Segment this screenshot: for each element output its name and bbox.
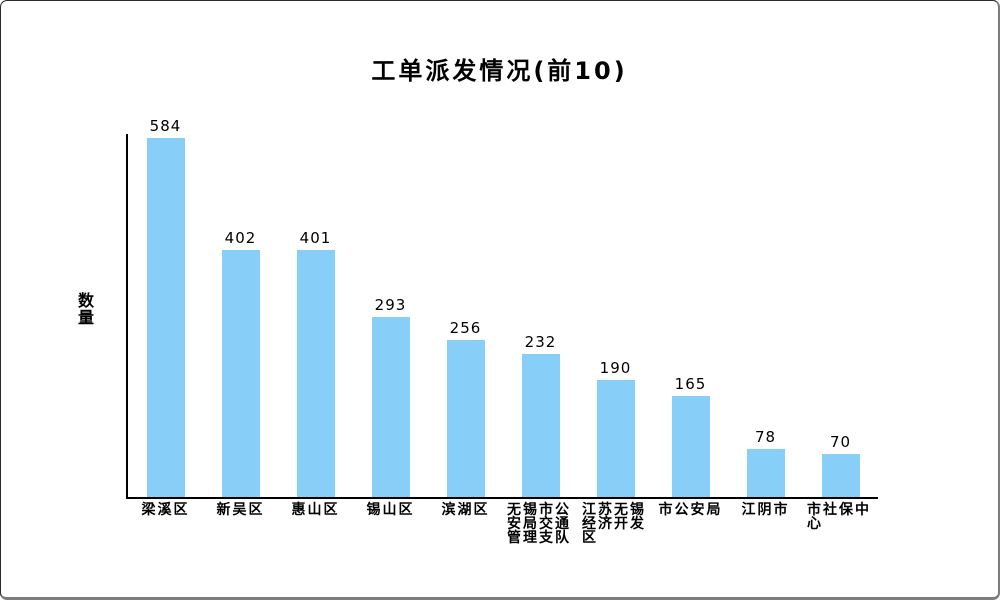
x-axis-label-text: 江苏无锡经济开发区 [582,502,646,546]
bar-group: 401 [278,229,353,497]
bar-value-label: 232 [524,333,557,351]
bar-value-label: 402 [224,229,257,247]
bar [746,449,785,497]
x-axis-label-text: 市社保中心 [807,502,871,532]
bar-group: 232 [503,333,578,497]
x-axis-label: 锡山区 [353,503,428,545]
x-axis-label: 惠山区 [278,503,353,545]
bar [521,354,560,497]
bar [146,138,185,497]
bar-value-label: 584 [149,117,182,135]
bar-group: 78 [728,428,803,497]
bar-value-label: 190 [599,359,632,377]
bar [221,250,260,497]
bar-value-label: 165 [674,375,707,393]
bar-value-label: 256 [449,319,482,337]
bar-value-label: 401 [299,229,332,247]
bar [671,396,710,497]
bar [296,250,335,497]
bar [371,317,410,497]
x-axis-label-text: 市公安局 [658,502,723,518]
bar-group: 70 [803,433,878,497]
x-axis-label-text: 梁溪区 [141,502,190,518]
bars: 584 402 401 293 256 232 190 165 78 70 [128,117,878,497]
bar-group: 402 [203,229,278,497]
x-axis-label-text: 无锡市公安局交通管理支队 [507,502,571,546]
x-axis-label-text: 江阴市 [741,502,790,518]
bar-value-label: 70 [829,433,852,451]
x-axis-label-text: 滨湖区 [441,502,490,518]
bar-group: 293 [353,296,428,497]
x-axis-labels: 梁溪区 新吴区 惠山区 锡山区 滨湖区 无锡市公安局交通管理支队 江苏无锡经济开发区 市公安局… [128,503,878,545]
x-axis-label: 江阴市 [728,503,803,545]
bar-group: 165 [653,375,728,497]
x-axis-label: 无锡市公安局交通管理支队 [503,503,578,545]
x-axis-label: 市公安局 [653,503,728,545]
x-axis-label-text: 惠山区 [291,502,340,518]
bar-group: 584 [128,117,203,497]
bar-group: 190 [578,359,653,497]
x-axis-label: 市社保中心 [803,503,878,545]
plot-area: 584 402 401 293 256 232 190 165 78 70 [126,117,878,499]
bar [821,454,860,497]
y-axis-title: 数量 [77,291,94,327]
bar-value-label: 293 [374,296,407,314]
bar-value-label: 78 [754,428,777,446]
x-axis-label: 江苏无锡经济开发区 [578,503,653,545]
x-axis-label: 梁溪区 [128,503,203,545]
bar [446,340,485,497]
x-axis-label: 新吴区 [203,503,278,545]
bar [596,380,635,497]
x-axis-label-text: 新吴区 [216,502,265,518]
chart-title: 工单派发情况(前10) [371,57,628,85]
x-axis-label: 滨湖区 [428,503,503,545]
bar-group: 256 [428,319,503,497]
x-axis-label-text: 锡山区 [366,502,415,518]
